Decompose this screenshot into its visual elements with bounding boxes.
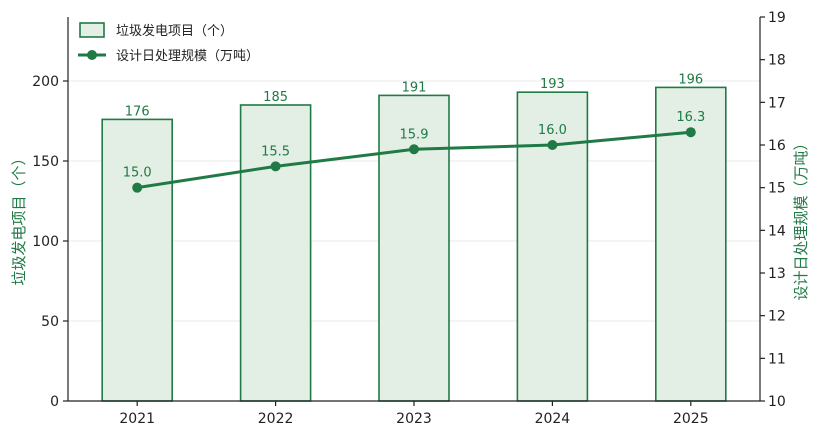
line-point (132, 182, 143, 193)
left-tick-label: 0 (50, 394, 59, 410)
x-tick-label: 2022 (258, 411, 294, 427)
bar (101, 118, 173, 402)
line-point (270, 161, 281, 172)
bar (516, 91, 589, 402)
legend-line-label: 设计日处理规模（万吨） (116, 49, 259, 64)
left-tick-label: 150 (32, 154, 59, 170)
legend-line-marker (87, 50, 97, 60)
right-tick-label: 12 (768, 309, 786, 325)
line-point (685, 127, 696, 138)
bar-value-label: 191 (402, 80, 427, 95)
line-labels: 15.0 15.5 15.9 16.0 16.3 (123, 110, 706, 180)
x-tick-label: 2025 (673, 411, 709, 427)
x-tick-label: 2023 (396, 411, 432, 427)
bar-value-label: 193 (540, 77, 565, 92)
line-value-label: 15.5 (261, 144, 290, 159)
line-value-label: 15.9 (400, 127, 429, 142)
line-point (547, 140, 558, 150)
right-tick-label: 13 (768, 266, 786, 282)
left-axis: 0 50 100 150 200 (32, 17, 69, 410)
legend-bar-swatch (79, 22, 105, 38)
right-tick-label: 15 (768, 181, 786, 197)
right-tick-label: 10 (768, 394, 786, 410)
bar-value-label: 176 (125, 104, 150, 119)
left-tick-label: 100 (32, 234, 59, 250)
x-axis: 2021 2022 2023 2024 2025 (68, 400, 760, 427)
right-axis-title: 设计日处理规模（万吨） (792, 135, 810, 300)
left-tick-label: 200 (32, 74, 59, 90)
right-tick-label: 17 (768, 95, 786, 111)
legend: 垃圾发电项目（个） 设计日处理规模（万吨） (78, 22, 259, 64)
right-tick-label: 16 (768, 138, 786, 154)
line-value-label: 15.0 (123, 166, 152, 181)
bar-value-label: 196 (678, 72, 703, 87)
left-tick-label: 50 (41, 314, 59, 330)
right-tick-label: 18 (768, 53, 786, 69)
legend-bar-label: 垃圾发电项目（个） (116, 23, 233, 39)
left-axis-title: 垃圾发电项目（个） (10, 150, 28, 285)
line-series (132, 127, 696, 193)
line-value-label: 16.0 (538, 123, 567, 138)
right-tick-label: 11 (768, 351, 786, 367)
line-value-label: 16.3 (676, 110, 705, 125)
right-tick-label: 19 (768, 10, 786, 26)
right-axis: 10 11 12 13 14 15 16 17 18 19 (759, 10, 786, 410)
x-tick-label: 2021 (119, 411, 155, 427)
bar-value-label: 185 (263, 90, 288, 105)
right-tick-label: 14 (768, 223, 786, 239)
line-point (409, 144, 419, 155)
bar (654, 86, 727, 402)
x-tick-label: 2024 (535, 411, 571, 427)
bar-labels: 176 185 191 193 196 (125, 72, 703, 119)
